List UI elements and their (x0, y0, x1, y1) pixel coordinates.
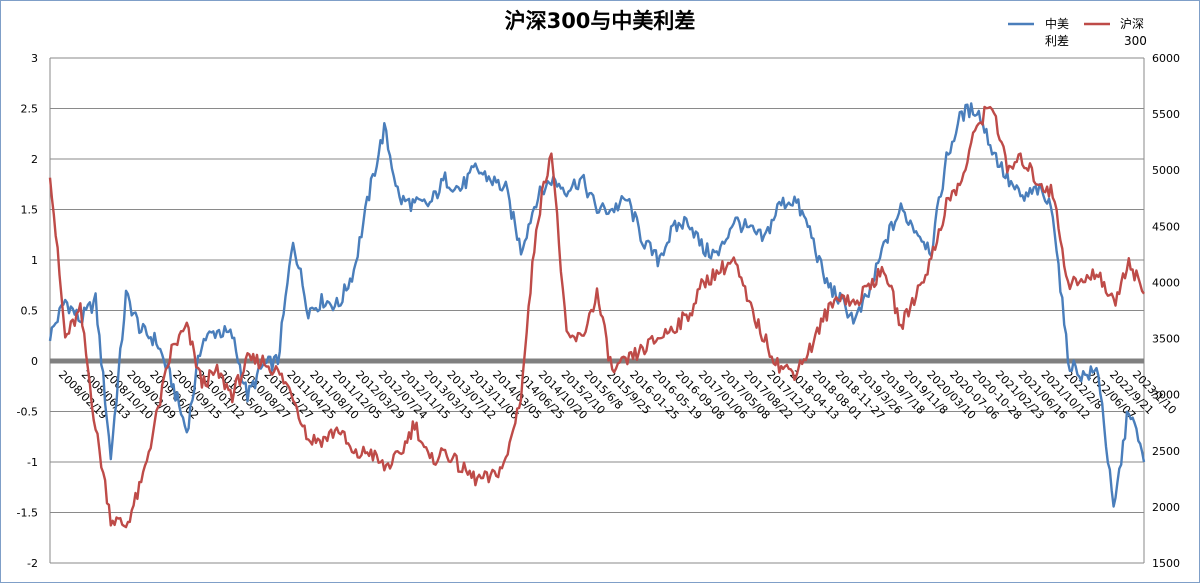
legend-label-csi300-line1: 沪深 (1120, 17, 1144, 31)
series-line-spread (48, 102, 1146, 508)
y-right-tick-label: 2500 (1152, 445, 1180, 458)
y-left-tick-label: -1.5 (17, 507, 38, 520)
y-left-tick-label: -1 (27, 456, 38, 469)
y-right-tick-label: 1500 (1152, 557, 1180, 570)
y-left-tick-label: 1.5 (21, 204, 39, 217)
y-left-tick-label: 2.5 (21, 103, 39, 116)
y-right-tick-label: 4000 (1152, 276, 1180, 289)
y-left-tick-label: 3 (31, 52, 38, 65)
chart-title: 沪深300与中美利差 (505, 9, 696, 33)
y-right-tick-label: 6000 (1152, 52, 1180, 65)
y-left-tick-label: -0.5 (17, 406, 38, 419)
legend-label-csi300-line2: 300 (1124, 34, 1147, 48)
y-left-tick-label: 0 (31, 355, 38, 368)
series-line-csi300 (48, 105, 1145, 529)
y-left-tick-label: 1 (31, 254, 38, 267)
y-right-tick-label: 3500 (1152, 333, 1180, 346)
legend: 中美 利差 沪深 300 (1008, 16, 1147, 48)
y-right-tick-label: 3000 (1152, 389, 1180, 402)
y-left-tick-label: -2 (27, 557, 38, 570)
y-right-tick-label: 5500 (1152, 108, 1180, 121)
y-right-tick-label: 2000 (1152, 501, 1180, 514)
legend-label-spread-line2: 利差 (1045, 34, 1069, 48)
y-right-tick-label: 5000 (1152, 164, 1180, 177)
legend-label-spread-line1: 中美 (1045, 16, 1069, 31)
y-left-tick-label: 0.5 (21, 305, 39, 318)
y-left-tick-label: 2 (31, 153, 38, 166)
y-right-tick-label: 4500 (1152, 220, 1180, 233)
